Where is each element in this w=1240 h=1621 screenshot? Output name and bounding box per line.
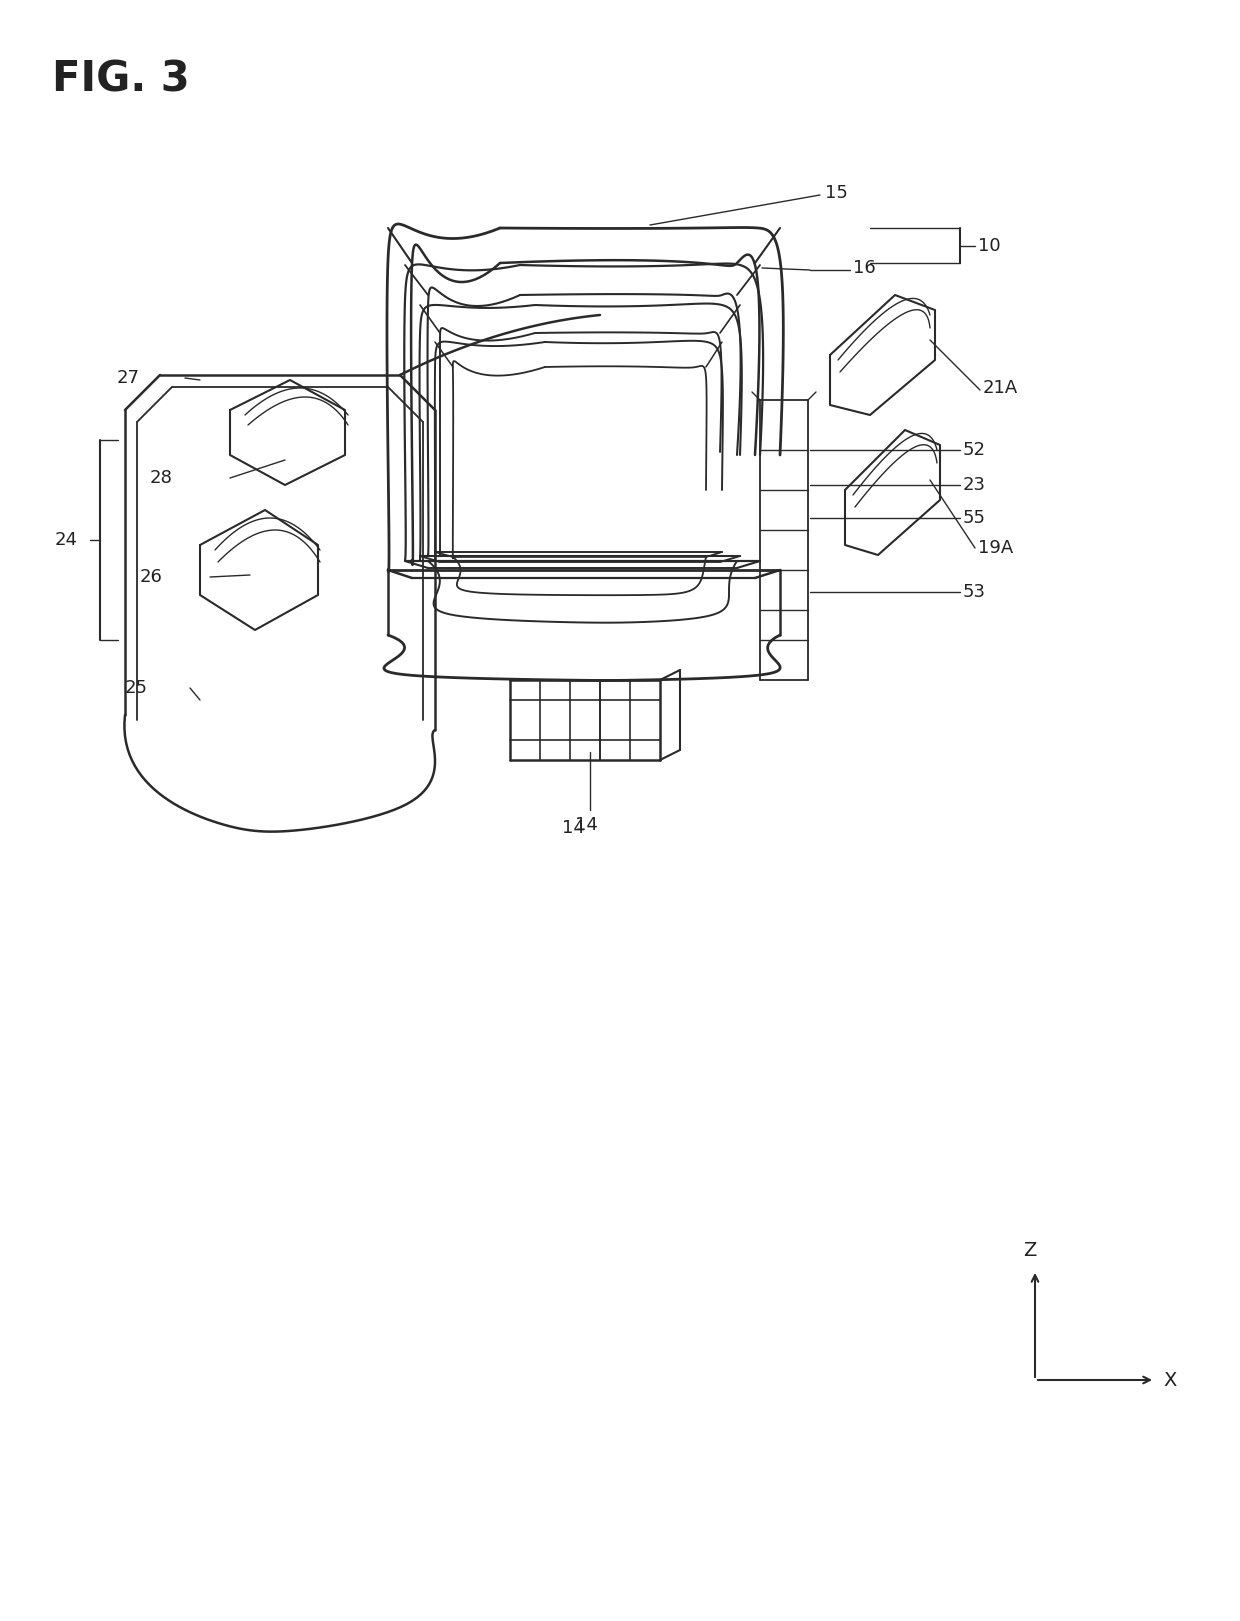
- Text: 28: 28: [150, 468, 172, 486]
- Text: FIG. 3: FIG. 3: [52, 58, 190, 101]
- Text: 53: 53: [963, 584, 986, 601]
- Text: 16: 16: [853, 259, 875, 277]
- Text: 25: 25: [125, 679, 148, 697]
- Text: 23: 23: [963, 477, 986, 494]
- Text: 27: 27: [117, 370, 140, 387]
- Text: X: X: [1163, 1370, 1177, 1389]
- Text: 14: 14: [575, 815, 598, 833]
- Text: 19A: 19A: [978, 540, 1013, 558]
- Text: Z: Z: [1023, 1242, 1037, 1260]
- Text: 26: 26: [140, 567, 162, 587]
- Text: 10: 10: [978, 237, 1001, 254]
- Text: 15: 15: [825, 185, 848, 203]
- Text: 55: 55: [963, 509, 986, 527]
- Text: 24: 24: [55, 532, 78, 550]
- Text: 52: 52: [963, 441, 986, 459]
- Text: 14: 14: [562, 819, 584, 836]
- Text: 21A: 21A: [983, 379, 1018, 397]
